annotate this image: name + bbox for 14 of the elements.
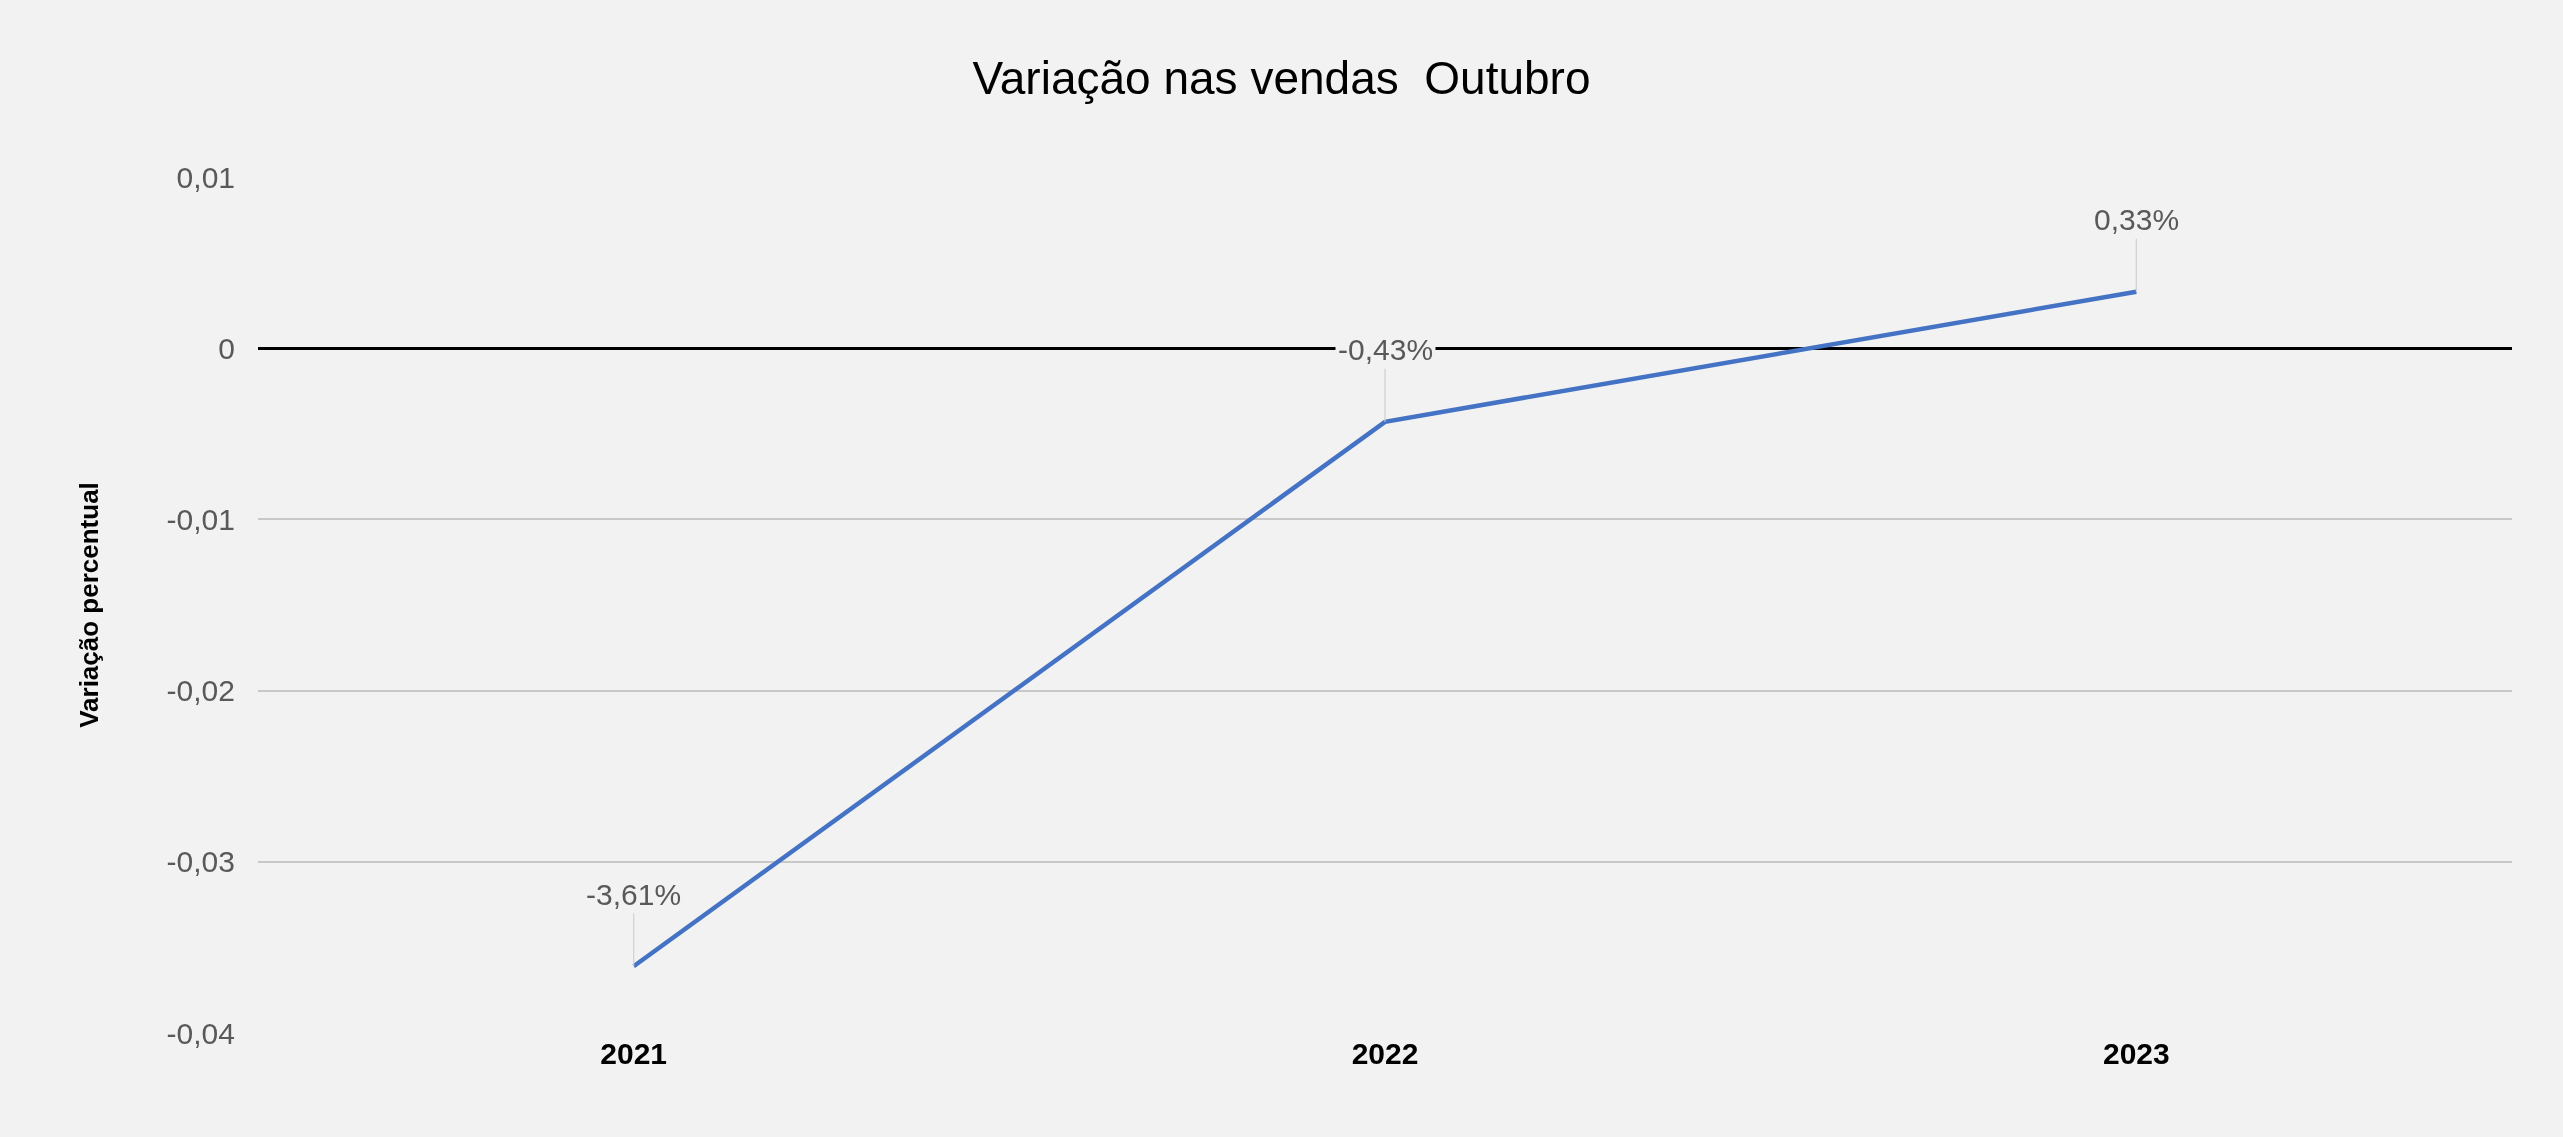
x-tick-label: 2022 (1351, 1037, 1419, 1070)
y-tick-label: -0,01 (166, 502, 235, 536)
x-tick-label: 2021 (600, 1037, 668, 1070)
data-label: -0,43% (1338, 333, 1434, 366)
chart-title: Variação nas vendas Outubro (972, 52, 1591, 105)
y-tick-label: -0,02 (166, 674, 235, 708)
y-tick-label: 0 (218, 331, 235, 365)
y-axis-title: Variação percentual (74, 482, 105, 728)
y-tick-label: -0,04 (166, 1016, 235, 1050)
x-tick-label: 2023 (2102, 1037, 2170, 1070)
data-label: 0,33% (2094, 203, 2180, 236)
data-label: -3,61% (586, 878, 682, 911)
y-tick-label: 0,01 (176, 160, 235, 194)
y-tick-label: -0,03 (166, 845, 235, 879)
